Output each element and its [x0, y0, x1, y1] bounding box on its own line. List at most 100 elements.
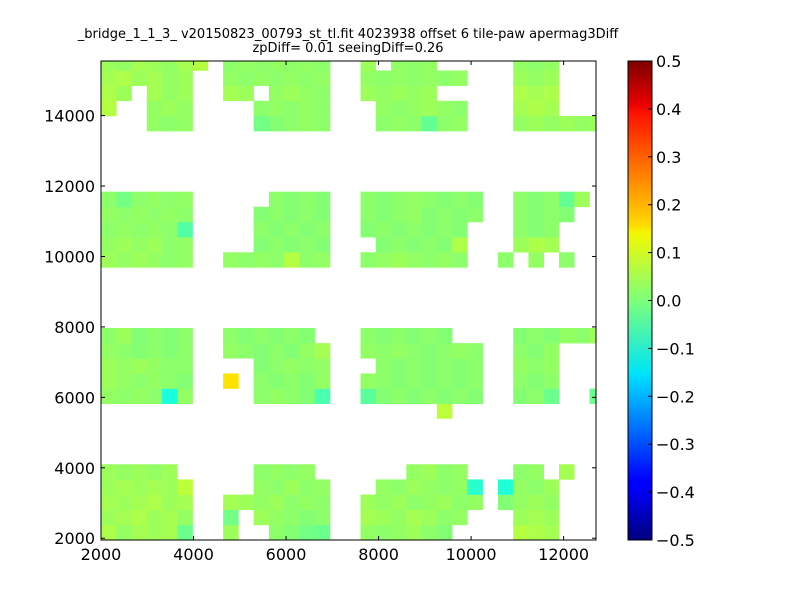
heatmap-cell — [436, 464, 453, 480]
heatmap-cell — [177, 206, 193, 223]
heatmap-cell — [223, 70, 239, 86]
heatmap-cell — [223, 509, 239, 526]
heatmap-cell — [299, 343, 316, 359]
heatmap-cell — [421, 85, 438, 102]
heatmap-cell — [436, 115, 453, 132]
heatmap-cell — [253, 206, 270, 223]
heatmap-cell — [299, 524, 316, 540]
heatmap-cell — [375, 115, 392, 132]
heatmap-cell — [375, 494, 392, 511]
heatmap-cell — [528, 191, 545, 208]
heatmap-cell — [528, 327, 545, 344]
heatmap-cell — [299, 70, 316, 86]
heatmap-cell — [284, 358, 300, 374]
heatmap-cell — [146, 85, 163, 102]
heatmap-cell — [284, 343, 300, 359]
heatmap-cell — [268, 327, 285, 344]
heatmap-cell — [375, 252, 392, 268]
heatmap-cell — [299, 115, 316, 132]
heatmap-cell — [513, 509, 529, 526]
heatmap-cell — [116, 221, 132, 238]
heatmap-cell — [253, 100, 270, 117]
chart-title-line-1: _bridge_1_1_3_ v20150823_00793_st_tl.fit… — [77, 27, 619, 42]
heatmap-cell — [467, 388, 483, 404]
heatmap-cell — [543, 61, 560, 71]
heatmap-cell — [116, 206, 132, 223]
heatmap-cell — [543, 221, 560, 238]
heatmap-cell — [421, 358, 438, 374]
heatmap-cell — [375, 373, 392, 389]
heatmap-cell — [513, 115, 529, 132]
heatmap-cell — [284, 252, 300, 268]
heatmap-cell — [391, 85, 407, 102]
heatmap-cell — [146, 494, 163, 511]
heatmap-cell — [162, 191, 178, 208]
colorbar-tick-label: 0.5 — [656, 52, 681, 71]
heatmap-cell — [314, 70, 331, 86]
heatmap-cell — [116, 191, 132, 208]
heatmap-cell — [299, 373, 316, 389]
heatmap-cell — [162, 343, 178, 359]
heatmap-cell — [528, 509, 545, 526]
heatmap-cell — [513, 343, 529, 359]
heatmap-cell — [436, 206, 453, 223]
heatmap-cell — [513, 237, 529, 253]
heatmap-cell — [268, 221, 285, 238]
heatmap-cell — [131, 494, 148, 511]
heatmap-cell — [177, 221, 193, 238]
heatmap-cell — [406, 100, 422, 117]
heatmap-cell — [513, 388, 529, 404]
heatmap-cell — [360, 494, 377, 511]
heatmap-cell — [421, 373, 438, 389]
heatmap-cell — [238, 343, 254, 359]
heatmap-cell — [543, 206, 560, 223]
heatmap-cell — [391, 509, 407, 526]
heatmap-cell — [116, 388, 132, 404]
plot-frame — [100, 60, 597, 541]
heatmap-cell — [116, 85, 132, 102]
heatmap-cell — [101, 221, 117, 238]
heatmap-cell — [406, 358, 422, 374]
heatmap-cell — [421, 70, 438, 86]
heatmap-cell — [146, 237, 163, 253]
heatmap-cell — [513, 358, 529, 374]
x-tick-label: 4000 — [173, 545, 214, 564]
heatmap-cell — [513, 494, 529, 511]
heatmap-cell — [162, 373, 178, 389]
heatmap-cell — [101, 327, 117, 344]
heatmap-cell — [543, 85, 560, 102]
heatmap-cell — [360, 373, 377, 389]
heatmap-cell — [452, 70, 468, 86]
heatmap-cell — [406, 115, 422, 132]
heatmap-cell — [162, 509, 178, 526]
heatmap-cell — [146, 373, 163, 389]
heatmap-cell — [406, 343, 422, 359]
heatmap-cell — [391, 221, 407, 238]
heatmap-cell — [238, 494, 254, 511]
heatmap-cell — [528, 206, 545, 223]
heatmap-cell — [528, 524, 545, 540]
heatmap-cell — [116, 70, 132, 86]
heatmap-cell — [528, 464, 545, 480]
heatmap-cell — [131, 327, 148, 344]
heatmap-cell — [131, 388, 148, 404]
heatmap-cell — [513, 85, 529, 102]
heatmap-cell — [574, 115, 590, 132]
heatmap-cell — [146, 524, 163, 540]
heatmap-cell — [146, 388, 163, 404]
heatmap-cell — [528, 85, 545, 102]
heatmap-cell — [299, 327, 316, 344]
heatmap-cell — [513, 524, 529, 540]
heatmap-cell — [131, 252, 148, 268]
heatmap-cells — [101, 61, 596, 540]
x-tick-label: 6000 — [266, 545, 307, 564]
heatmap-cell — [421, 206, 438, 223]
heatmap-cell — [574, 327, 590, 344]
heatmap-cell — [421, 494, 438, 511]
heatmap-cell — [177, 509, 193, 526]
colorbar-axis: 0.5 0.4 0.3 0.2 0.1 0.0 −0.1 −0.2 −0.3 −0.4 −0.5 — [648, 52, 695, 550]
heatmap-cell — [299, 237, 316, 253]
heatmap-cell — [436, 479, 453, 495]
heatmap-cell — [101, 206, 117, 223]
heatmap-cell — [268, 61, 285, 71]
